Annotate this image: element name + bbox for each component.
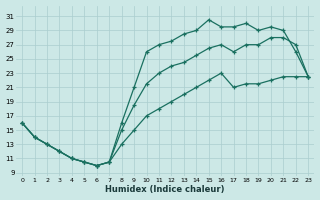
X-axis label: Humidex (Indice chaleur): Humidex (Indice chaleur) bbox=[106, 185, 225, 194]
